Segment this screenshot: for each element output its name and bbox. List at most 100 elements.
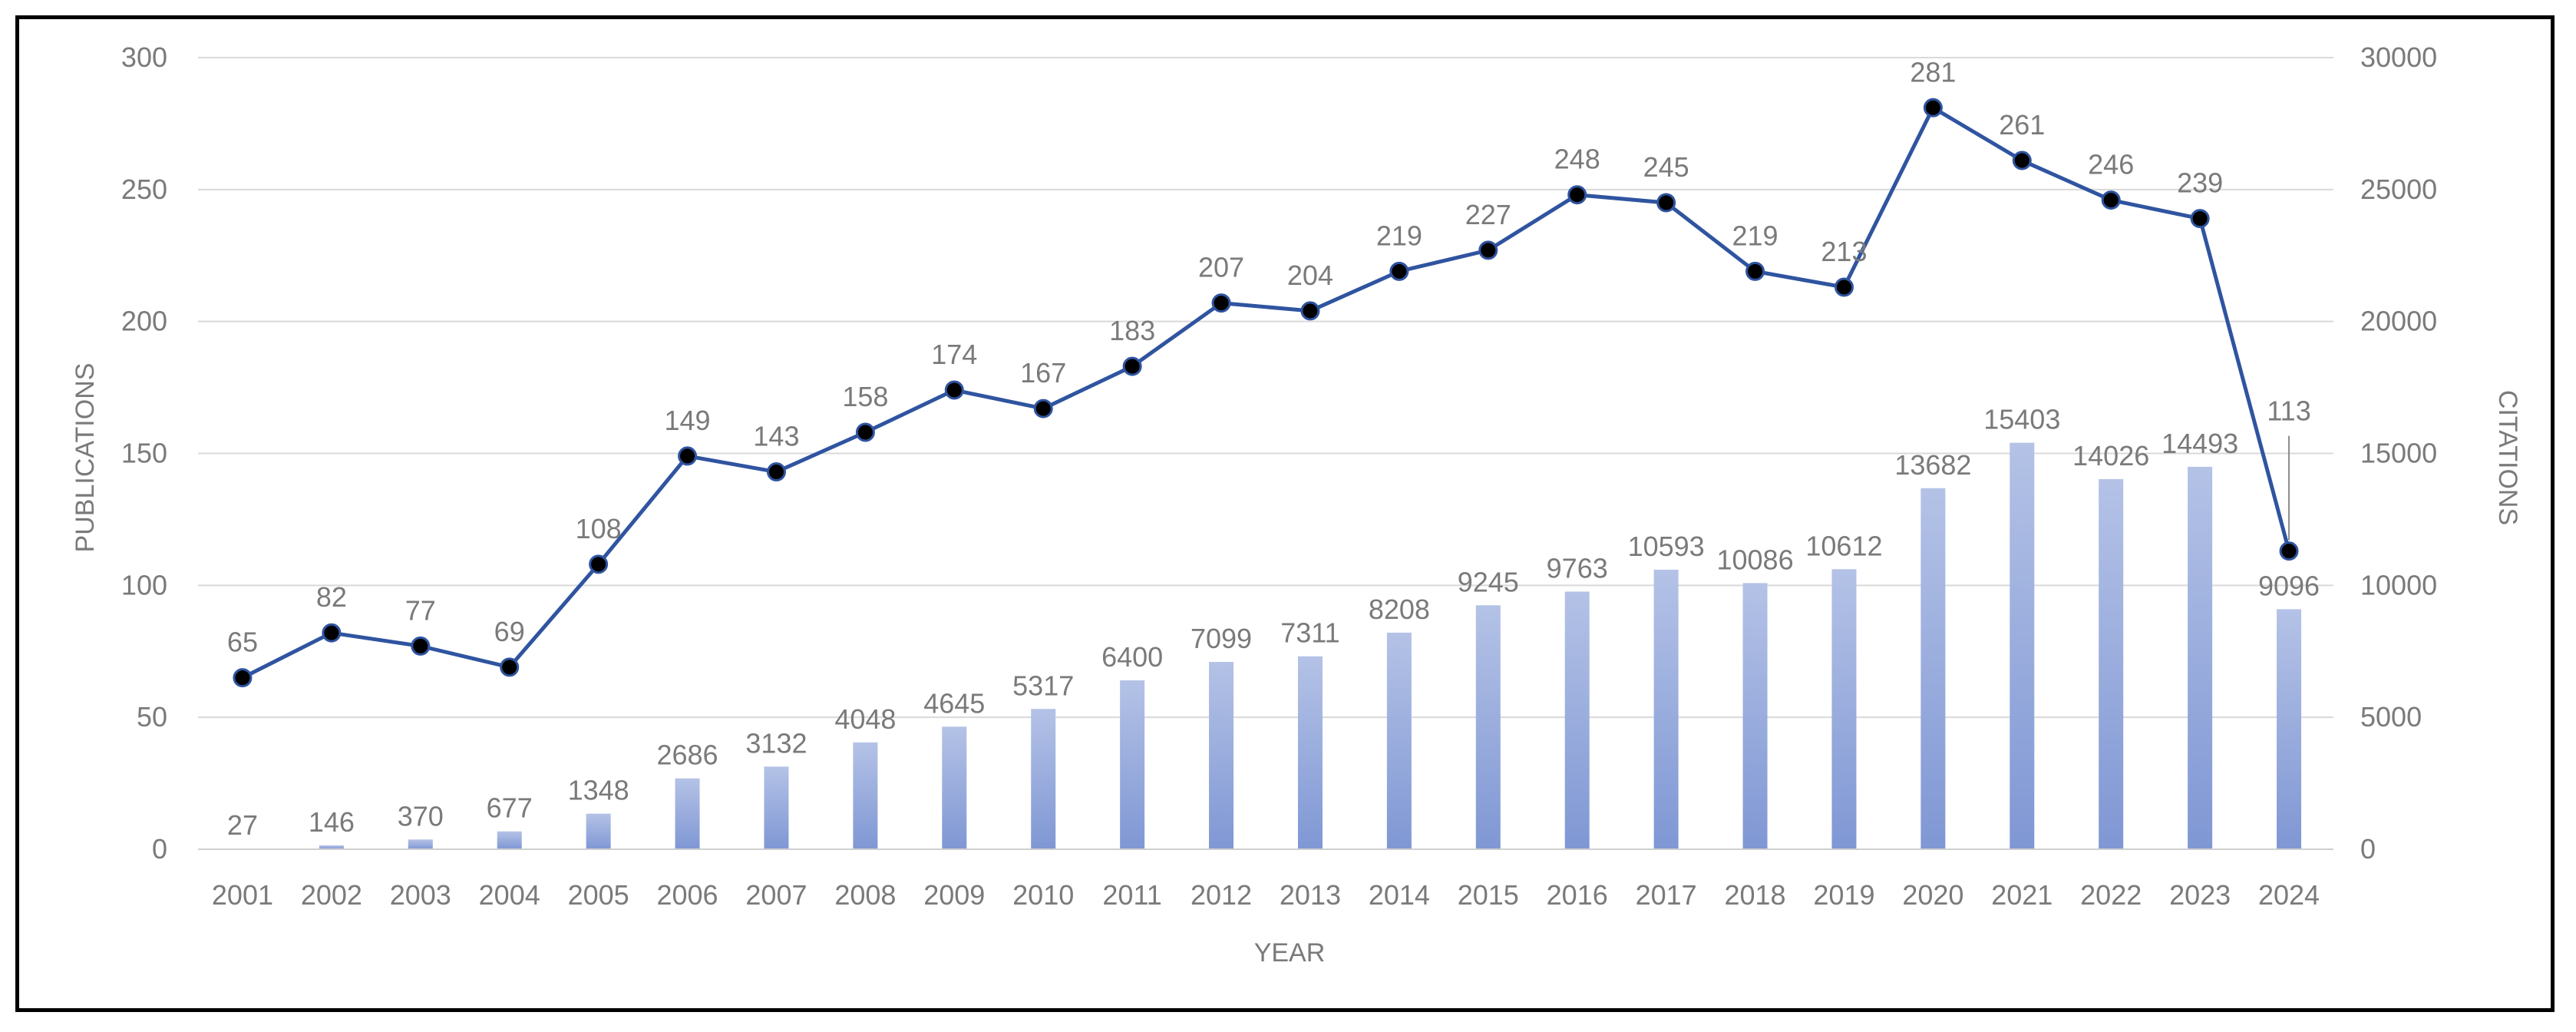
citation-value-label: 7311 — [1280, 617, 1339, 649]
x-tick-label: 2022 — [2080, 879, 2142, 911]
citation-bar — [2188, 466, 2213, 849]
right-tick-label: 25000 — [2360, 174, 2437, 205]
publication-point — [1033, 399, 1053, 418]
x-tick-label: 2004 — [479, 879, 540, 911]
citation-bar — [2099, 478, 2124, 849]
publication-value-label: 219 — [1732, 220, 1778, 251]
citation-value-label: 9245 — [1458, 566, 1519, 597]
x-tick-label: 2012 — [1191, 879, 1252, 911]
right-tick-label: 30000 — [2360, 41, 2437, 73]
publication-value-label: 174 — [931, 339, 977, 370]
citation-value-label: 2686 — [656, 739, 718, 771]
right-tick-label: 15000 — [2360, 438, 2437, 469]
x-tick-label: 2015 — [1458, 879, 1519, 911]
citation-value-label: 146 — [309, 806, 355, 838]
publication-point — [589, 554, 609, 574]
publication-point — [1923, 98, 1943, 117]
x-tick-label: 2024 — [2258, 879, 2320, 911]
publication-value-label: 219 — [1376, 220, 1422, 251]
citation-value-label: 10593 — [1628, 531, 1705, 562]
citation-bar — [1742, 583, 1768, 849]
citation-bar — [2010, 442, 2035, 849]
publication-value-label: 239 — [2177, 167, 2223, 199]
publication-point — [411, 636, 431, 656]
publication-point — [1567, 185, 1587, 205]
citation-value-label: 27 — [227, 809, 258, 841]
right-tick-label: 5000 — [2360, 701, 2422, 733]
x-tick-label: 2008 — [834, 879, 896, 911]
citation-bar — [1920, 488, 1946, 849]
publication-value-label: 143 — [753, 421, 799, 452]
citation-value-label: 15403 — [1983, 404, 2060, 435]
publication-value-label: 77 — [405, 594, 436, 626]
x-tick-label: 2001 — [212, 879, 273, 911]
x-tick-label: 2021 — [1991, 879, 2053, 911]
citation-bar — [408, 839, 433, 849]
publication-point — [500, 657, 520, 677]
publication-value-label: 213 — [1821, 236, 1867, 267]
x-tick-label: 2011 — [1102, 879, 1161, 911]
citation-bar — [1475, 605, 1501, 849]
citation-value-label: 9096 — [2258, 570, 2320, 601]
citation-bar — [497, 831, 522, 849]
publication-point — [233, 668, 253, 688]
publication-value-label: 246 — [2088, 149, 2134, 180]
citation-value-label: 5317 — [1012, 670, 1074, 701]
publication-value-label: 261 — [1999, 109, 2045, 141]
citation-value-label: 8208 — [1369, 594, 1430, 625]
citation-bar — [2277, 609, 2302, 849]
publication-point — [2190, 209, 2210, 229]
citation-bar — [1831, 569, 1857, 849]
x-tick-label: 2005 — [568, 879, 629, 911]
x-tick-label: 2010 — [1012, 879, 1074, 911]
left-tick-label: 200 — [121, 306, 167, 337]
right-tick-label: 10000 — [2360, 569, 2437, 600]
publication-value-label: 207 — [1198, 252, 1244, 283]
citation-bar — [1209, 662, 1234, 849]
citation-value-label: 10612 — [1805, 530, 1882, 561]
x-tick-label: 2013 — [1280, 879, 1341, 911]
publication-point — [766, 462, 786, 482]
publication-point — [1656, 193, 1676, 213]
citation-bar — [1297, 656, 1323, 849]
citation-bar — [1386, 632, 1412, 849]
publication-value-label: 248 — [1554, 144, 1600, 175]
citation-value-label: 3132 — [745, 727, 807, 759]
citation-bar — [1653, 569, 1679, 849]
citation-value-label: 1348 — [568, 775, 629, 806]
publication-value-label: 167 — [1020, 357, 1066, 389]
x-tick-label: 2017 — [1636, 879, 1697, 911]
citation-bar — [675, 778, 700, 849]
x-tick-label: 2003 — [390, 879, 451, 911]
publication-value-label: 69 — [494, 616, 525, 647]
publication-value-label: 245 — [1643, 151, 1689, 183]
publication-value-label: 108 — [576, 513, 622, 544]
citation-value-label: 14026 — [2072, 440, 2149, 471]
citation-value-label: 677 — [487, 792, 533, 824]
citation-bar — [1564, 591, 1590, 849]
x-tick-label: 2009 — [923, 879, 985, 911]
left-tick-label: 0 — [152, 833, 167, 865]
publication-value-label: 204 — [1287, 260, 1333, 291]
left-axis-title: PUBLICATIONS — [71, 363, 100, 553]
citation-bar — [942, 726, 967, 849]
citation-value-label: 9763 — [1547, 552, 1608, 584]
publication-point — [855, 422, 875, 442]
publication-point — [1389, 261, 1409, 281]
publication-point — [1745, 261, 1765, 281]
publication-point — [1300, 301, 1320, 321]
citation-bar — [1031, 709, 1056, 849]
left-tick-label: 250 — [121, 174, 167, 205]
publications-line — [241, 105, 2291, 680]
x-tick-label: 2016 — [1547, 879, 1608, 911]
citation-value-label: 6400 — [1101, 641, 1163, 673]
x-axis-title: YEAR — [1254, 938, 1326, 968]
x-tick-label: 2006 — [656, 879, 718, 911]
publication-point — [1834, 277, 1854, 297]
publication-point — [2012, 150, 2032, 170]
citation-bar — [586, 813, 611, 849]
citation-value-label: 7099 — [1191, 623, 1252, 654]
citation-bar — [853, 742, 878, 849]
right-tick-label: 0 — [2360, 833, 2376, 865]
